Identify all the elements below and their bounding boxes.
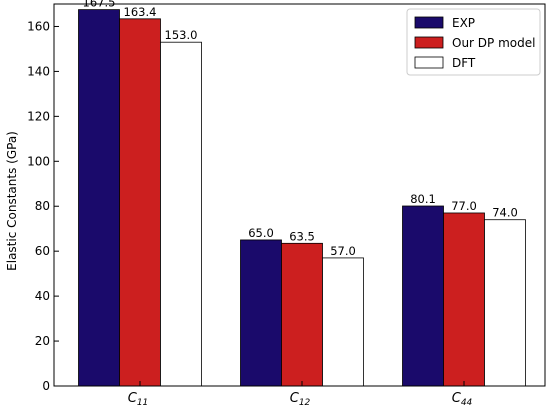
legend-label: DFT (452, 56, 476, 70)
y-tick-label: 120 (27, 109, 50, 123)
data-label: 77.0 (451, 199, 477, 213)
y-axis-label: Elastic Constants (GPa) (5, 131, 19, 271)
bar-exp-C11 (78, 9, 120, 387)
x-tick-label: C12 (290, 391, 311, 407)
y-tick-label: 80 (35, 199, 50, 213)
y-tick-label: 60 (35, 244, 50, 258)
data-label: 74.0 (492, 206, 518, 220)
y-tick-label: 0 (42, 379, 50, 393)
bar-exp-C44 (402, 205, 444, 387)
data-label: 63.5 (289, 229, 315, 243)
data-label: 57.0 (330, 244, 356, 258)
legend-label: EXP (452, 16, 475, 30)
legend-swatch (414, 16, 444, 29)
data-label: 65.0 (248, 226, 274, 240)
data-label: 163.4 (124, 5, 157, 19)
y-tick-label: 100 (27, 154, 50, 168)
bar-our-dp-model-C11 (119, 18, 161, 387)
y-tick-label: 160 (27, 19, 50, 33)
y-tick-label: 40 (35, 289, 50, 303)
x-tick-label: C44 (452, 391, 473, 407)
bar-dft-C12 (322, 257, 364, 387)
legend-swatch (414, 56, 444, 69)
y-tick-label: 140 (27, 64, 50, 78)
bar-exp-C12 (240, 239, 282, 387)
x-tick-label: C11 (128, 391, 149, 407)
bar-dft-C44 (484, 219, 526, 387)
y-tick-label: 20 (35, 334, 50, 348)
legend-label: Our DP model (452, 36, 535, 50)
bar-our-dp-model-C12 (281, 242, 323, 387)
bar-our-dp-model-C44 (443, 212, 485, 387)
bar-dft-C11 (160, 41, 202, 387)
legend-swatch (414, 36, 444, 49)
data-label: 153.0 (165, 28, 198, 42)
data-label: 80.1 (410, 192, 436, 206)
data-label: 167.5 (83, 0, 116, 10)
plot-frame (53, 3, 546, 387)
